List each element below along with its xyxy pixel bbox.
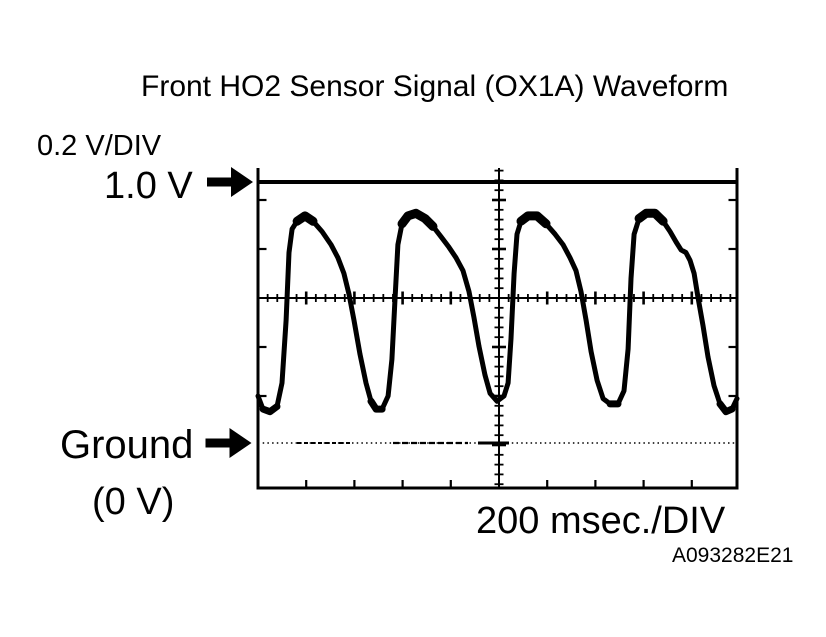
volts-per-div-label: 0.2 V/DIV xyxy=(37,130,162,162)
time-per-div-label: 200 msec./DIV xyxy=(476,500,726,542)
top-reference-label: 1.0 V xyxy=(104,165,193,207)
ground-voltage-label: (0 V) xyxy=(92,481,175,523)
right-arrow-icon xyxy=(207,167,253,197)
ground-label: Ground xyxy=(60,423,194,467)
right-arrow-icon xyxy=(205,428,252,458)
figure-title: Front HO2 Sensor Signal (OX1A) Waveform xyxy=(141,70,729,103)
figure-reference-code: A093282E21 xyxy=(672,544,794,567)
